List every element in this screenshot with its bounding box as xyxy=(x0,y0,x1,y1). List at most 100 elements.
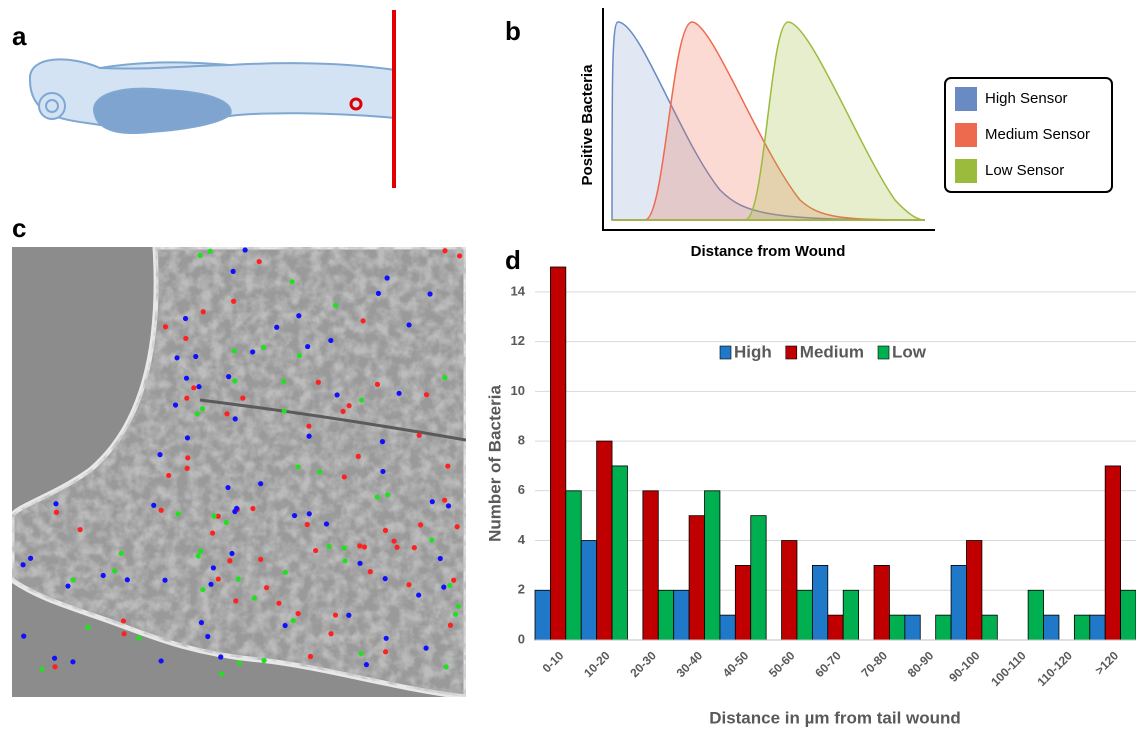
marker-dot xyxy=(423,392,430,398)
bar xyxy=(796,589,813,641)
marker-dot xyxy=(367,569,373,575)
marker-dot xyxy=(451,577,457,583)
marker-dot xyxy=(182,315,189,322)
marker-dot xyxy=(120,618,127,624)
bar xyxy=(734,565,752,641)
marker-dot xyxy=(437,555,443,562)
marker-dot xyxy=(346,612,352,618)
x-axis-label: Distance in µm from tail wound xyxy=(709,708,961,727)
legend-label: High Sensor xyxy=(985,90,1068,107)
marker-dot xyxy=(210,530,216,536)
marker-dot xyxy=(360,318,366,324)
marker-dot xyxy=(416,592,422,598)
marker-dot xyxy=(185,455,191,461)
marker-dot xyxy=(121,631,127,637)
marker-dot xyxy=(39,666,45,672)
marker-dot xyxy=(382,649,389,655)
marker-dot xyxy=(198,548,204,554)
marker-dot xyxy=(224,411,230,417)
panel-label: b xyxy=(505,16,521,46)
marker-dot xyxy=(361,544,368,550)
marker-dot xyxy=(65,583,71,589)
marker-dot xyxy=(184,395,190,401)
x-tick-label: 10-20 xyxy=(581,648,613,680)
marker-dot xyxy=(208,581,214,587)
marker-dot xyxy=(233,598,239,604)
bar xyxy=(889,614,906,641)
marker-dot xyxy=(382,527,389,533)
curve xyxy=(611,21,926,221)
bar xyxy=(1043,614,1060,641)
marker-dot xyxy=(442,248,448,254)
marker-dot xyxy=(416,432,422,438)
bar xyxy=(1027,589,1044,641)
bar xyxy=(966,540,983,641)
marker-dot xyxy=(184,465,190,471)
marker-dot xyxy=(196,384,202,390)
marker-dot xyxy=(406,322,412,328)
micrograph xyxy=(12,247,466,697)
bar xyxy=(719,614,736,641)
marker-dot xyxy=(112,568,118,574)
marker-dot xyxy=(290,618,296,624)
marker-dot xyxy=(251,595,257,601)
marker-dot xyxy=(175,511,181,517)
x-tick-label: 100-110 xyxy=(988,648,1029,689)
marker-dot xyxy=(447,582,453,589)
marker-dot xyxy=(282,622,288,629)
wound-marker xyxy=(349,97,363,111)
marker-dot xyxy=(429,537,435,543)
marker-dot xyxy=(136,635,142,641)
panel-label: c xyxy=(12,213,26,243)
marker-dot xyxy=(328,337,334,344)
bar xyxy=(550,266,567,641)
y-tick-label: 0 xyxy=(518,631,525,646)
marker-dot xyxy=(429,499,435,505)
marker-dot xyxy=(200,309,206,315)
marker-dot xyxy=(183,375,190,381)
x-tick-label: 0-10 xyxy=(540,648,567,675)
marker-dot xyxy=(200,586,206,593)
marker-dot xyxy=(340,408,346,414)
marker-dot xyxy=(313,547,319,554)
marker-dot xyxy=(118,550,124,556)
marker-dot xyxy=(333,302,339,308)
marker-dot xyxy=(380,468,386,475)
x-tick-label: 110-120 xyxy=(1034,648,1075,689)
y-tick-label: 10 xyxy=(511,383,525,398)
legend-swatch xyxy=(955,159,977,183)
marker-dot xyxy=(394,544,400,550)
marker-dot xyxy=(51,655,58,661)
marker-dot xyxy=(207,248,213,254)
marker-dot xyxy=(184,435,191,441)
marker-dot xyxy=(456,253,463,259)
marker-dot xyxy=(274,324,280,330)
marker-dot xyxy=(357,560,363,566)
marker-dot xyxy=(282,569,288,575)
legend-label: Low Sensor xyxy=(985,162,1064,179)
marker-dot xyxy=(234,505,240,511)
marker-dot xyxy=(383,635,389,641)
marker-dot xyxy=(215,576,221,582)
marker-dot xyxy=(215,513,221,519)
marker-dot xyxy=(258,481,264,487)
y-axis-label: Positive Bacteria xyxy=(579,64,596,186)
marker-dot xyxy=(195,553,201,559)
bar xyxy=(827,614,844,641)
marker-dot xyxy=(227,558,233,564)
marker-dot xyxy=(194,411,200,417)
marker-dot xyxy=(198,619,204,626)
bar xyxy=(981,614,998,641)
marker-dot xyxy=(230,268,236,275)
marker-dot xyxy=(306,423,312,429)
marker-dot xyxy=(53,509,60,515)
bar xyxy=(811,565,829,641)
marker-dot xyxy=(231,348,238,354)
marker-dot xyxy=(229,550,235,557)
marker-dot xyxy=(158,507,164,513)
x-tick-label: 60-70 xyxy=(812,648,844,680)
bar xyxy=(704,490,721,641)
x-axis-label: Distance from Wound xyxy=(691,243,846,260)
y-tick-label: 4 xyxy=(518,532,526,547)
marker-dot xyxy=(70,659,76,665)
